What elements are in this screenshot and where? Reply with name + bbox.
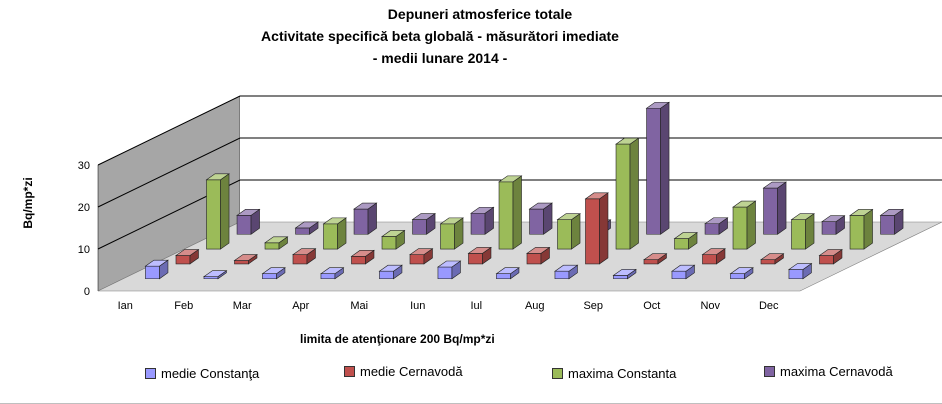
bars (144, 101, 904, 280)
bar-3-11 (879, 208, 904, 235)
bar-2-8 (673, 232, 698, 250)
y-tick-label: 10 (78, 244, 90, 256)
bar-2-3 (381, 229, 406, 250)
legend: medie Constanţa medie Cernavodă maxima C… (0, 360, 942, 400)
x-tick-label: Aug (525, 300, 545, 312)
bar-1-3 (350, 249, 375, 265)
bar-3-5 (528, 202, 553, 235)
legend-item-1: medie Cernavodă (344, 364, 463, 379)
bar-3-2 (353, 202, 378, 235)
bar-1-2 (292, 248, 317, 265)
bar-0-6 (495, 267, 520, 280)
bar-3-8 (704, 217, 729, 235)
bar-2-1 (264, 236, 289, 250)
x-tick-label: Sep (583, 300, 603, 312)
bar-0-1 (203, 270, 228, 280)
x-tick-label: Apr (292, 300, 309, 312)
bar-0-3 (320, 267, 345, 280)
bar-3-0 (236, 208, 261, 235)
bar-2-6 (556, 213, 581, 250)
bar-1-0 (175, 248, 200, 265)
gridline (97, 179, 942, 250)
gridlines (97, 95, 942, 250)
bar-0-5 (437, 260, 462, 280)
y-tick-label: 20 (78, 202, 90, 214)
bar-2-9 (732, 200, 757, 250)
legend-item-2: maxima Constanta (552, 366, 676, 381)
bar-2-7 (615, 137, 640, 250)
bar-0-10 (729, 267, 754, 280)
x-axis-label: limita de atenţionare 200 Bq/mp*zi (300, 332, 495, 346)
legend-swatch-0 (145, 368, 156, 379)
x-tick-label: Dec (759, 300, 779, 312)
bar-3-7 (645, 101, 670, 235)
title-line-1: Depuneri atmosferice totale (388, 6, 573, 22)
bar-0-2 (261, 267, 286, 280)
bar-0-9 (671, 264, 696, 280)
bar-1-6 (526, 246, 551, 265)
bar-3-1 (294, 221, 319, 235)
legend-label-0: medie Constanţa (161, 366, 260, 381)
bar-3-3 (411, 212, 436, 235)
bar-1-1 (233, 253, 258, 265)
bar-0-7 (554, 264, 579, 280)
bar-1-7 (584, 192, 609, 265)
bar-0-4 (378, 264, 403, 280)
y-tick-label: 0 (84, 286, 90, 298)
chart-title: Depuneri atmosferice totale Activitate s… (261, 6, 619, 66)
legend-swatch-1 (344, 366, 355, 377)
bar-1-9 (701, 248, 726, 265)
y-tick-label: 30 (78, 160, 90, 172)
bar-0-0 (144, 259, 169, 280)
x-tick-label: Mar (233, 300, 252, 312)
bar-1-8 (643, 253, 668, 265)
legend-item-0: medie Constanţa (145, 366, 259, 381)
gridline (97, 95, 942, 166)
x-tick-label: Iul (470, 300, 482, 312)
title-line-3: - medii lunare 2014 - (373, 50, 508, 66)
bar-2-2 (322, 217, 347, 250)
x-axis-ticks: Ian Feb Mar Apr Mai Iun Iul Aug Sep Oct Nov Dec (118, 300, 779, 312)
bar-0-8 (612, 268, 637, 280)
gridline (97, 137, 942, 208)
bar-3-4 (470, 206, 495, 235)
bar-2-4 (439, 217, 464, 250)
y-axis-ticks: 0 10 20 30 (78, 160, 90, 298)
bar-2-11 (849, 208, 874, 250)
x-tick-label: Feb (174, 300, 193, 312)
bar-3-10 (821, 215, 846, 235)
legend-label-2: maxima Constanta (568, 366, 677, 381)
legend-item-3: maxima Cernavodă (764, 364, 893, 379)
x-tick-label: Oct (643, 300, 660, 312)
x-tick-label: Ian (118, 300, 133, 312)
legend-label-3: maxima Cernavodă (780, 364, 893, 379)
bar-1-11 (818, 248, 843, 265)
bar-1-4 (409, 248, 434, 265)
bar-2-0 (205, 173, 230, 250)
x-tick-label: Nov (700, 300, 720, 312)
bar-3-9 (762, 181, 787, 235)
title-line-2: Activitate specifică beta globală - măsu… (261, 28, 619, 44)
bar-2-10 (790, 213, 815, 250)
y-axis-label: Bq/mp*zi (21, 177, 35, 228)
x-tick-label: Iun (410, 300, 425, 312)
bar-0-11 (788, 262, 813, 280)
bar-1-10 (760, 253, 785, 265)
legend-label-1: medie Cernavodă (360, 364, 463, 379)
bar-2-5 (498, 175, 523, 250)
legend-swatch-2 (552, 368, 563, 379)
bar-1-5 (467, 246, 492, 265)
legend-swatch-3 (764, 366, 775, 377)
x-tick-label: Mai (350, 300, 368, 312)
